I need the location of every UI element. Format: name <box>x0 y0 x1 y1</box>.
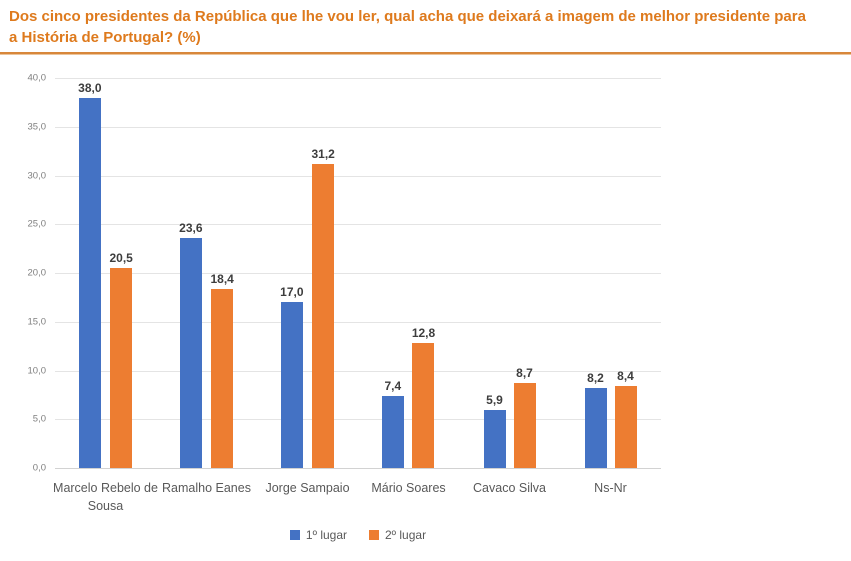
bar-value-label: 20,5 <box>109 251 133 266</box>
y-axis-tick-label: 40,0 <box>27 72 47 84</box>
legend-label: 1º lugar <box>305 528 347 542</box>
legend-item: 2º lugar <box>369 528 426 542</box>
bar-column: 18,4 <box>211 272 234 468</box>
bar-column: 7,4 <box>381 378 404 468</box>
bar-column: 12,8 <box>412 326 435 468</box>
bar-group: 7,4 12,8 Mário Soares <box>358 78 459 495</box>
category-label: Ns-Nr <box>594 481 627 495</box>
bar-value-label: 5,9 <box>486 393 503 408</box>
legend-item: 1º lugar <box>289 528 347 542</box>
y-axis-tick-label: 35,0 <box>27 121 47 133</box>
bar-column: 23,6 <box>179 220 203 468</box>
bar-value-label: 8,2 <box>587 371 604 386</box>
legend-label: 2º lugar <box>385 528 427 542</box>
bar-group: 38,0 20,5 Marcelo Rebelo de Sousa <box>53 78 158 514</box>
category-label: Ramalho Eanes <box>162 481 251 495</box>
bar-series-1-cat-4 <box>381 395 404 468</box>
bar-value-label: 23,6 <box>179 220 203 235</box>
bar-column: 5,9 <box>483 393 506 468</box>
bar-group: 8,2 8,4 Ns-Nr <box>560 78 661 495</box>
category-label: Jorge Sampaio <box>265 481 350 495</box>
bar-group: 5,9 8,7 Cavaco Silva <box>459 78 560 495</box>
bar-series-1-cat-1 <box>78 97 101 468</box>
bar-value-label: 38,0 <box>78 80 102 95</box>
category-label: Cavaco Silva <box>473 481 546 495</box>
bar-column: 8,4 <box>614 369 637 468</box>
bar-series-2-cat-4 <box>412 343 435 468</box>
title-rule-divider <box>0 52 851 55</box>
category-label: Mário Soares <box>371 481 446 495</box>
bar-column: 17,0 <box>280 285 304 468</box>
bar-column: 8,7 <box>513 366 536 468</box>
bar-column: 31,2 <box>312 147 335 468</box>
bar-group: 23,6 18,4 Ramalho Eanes <box>156 78 257 495</box>
y-axis-tick-label: 20,0 <box>27 267 47 279</box>
gridline-15 <box>55 321 661 323</box>
y-axis-tick-label: 10,0 <box>27 365 47 376</box>
gridline-20 <box>55 273 661 274</box>
y-axis-tick-label: 15,0 <box>27 316 47 328</box>
gridline-40 <box>55 78 661 79</box>
bar-value-label: 12,8 <box>411 326 436 341</box>
bar-series-2-cat-2 <box>211 288 234 468</box>
gridline-25 <box>55 224 661 226</box>
gridline-35 <box>55 126 661 128</box>
y-axis-tick-label: 30,0 <box>27 170 47 181</box>
bar-chart-plot-area: 0,0 5,0 10,0 15,0 20,0 25,0 30,0 35,0 40,0 38,0 20… <box>28 73 661 514</box>
chart-title: Dos cinco presidentes da República que l… <box>9 8 806 46</box>
gridline-10 <box>55 370 661 372</box>
bar-series-2-cat-3 <box>312 163 335 468</box>
bar-series-1-cat-6 <box>584 388 607 468</box>
bar-series-2-cat-5 <box>513 383 536 468</box>
bar-value-label: 8,4 <box>617 369 634 384</box>
bar-value-label: 31,2 <box>311 146 335 161</box>
chart-legend: 1º lugar 2º lugar <box>55 528 661 542</box>
category-label: Marcelo Rebelo de Sousa <box>53 481 158 514</box>
bar-value-label: 18,4 <box>210 271 234 286</box>
bar-series-2-cat-6 <box>614 386 637 468</box>
bar-series-2-cat-1 <box>110 268 133 468</box>
gridline-5 <box>55 419 661 421</box>
bar-column: 38,0 <box>78 80 102 468</box>
legend-swatch-icon <box>369 530 379 540</box>
legend-swatch-icon <box>289 530 300 540</box>
bar-series-1-cat-2 <box>179 237 202 468</box>
bar-series-1-cat-3 <box>280 302 303 468</box>
gridline-0 <box>55 468 661 469</box>
y-axis-tick-label: 25,0 <box>27 218 47 230</box>
bar-value-label: 17,0 <box>280 285 304 300</box>
bar-value-label: 8,7 <box>516 366 533 381</box>
bar-column: 8,2 <box>584 371 607 468</box>
bar-group: 17,0 31,2 Jorge Sampaio <box>257 78 358 495</box>
bar-value-label: 7,4 <box>384 378 402 393</box>
bar-column: 20,5 <box>110 251 133 468</box>
bar-series-1-cat-5 <box>483 410 506 468</box>
y-axis-tick-label: 0,0 <box>32 462 46 474</box>
y-axis-tick-label: 5,0 <box>32 413 46 425</box>
gridline-30 <box>55 175 661 177</box>
bar-groups: 38,0 20,5 Marcelo Rebelo de Sousa 23,6 18,4 R… <box>53 78 661 514</box>
